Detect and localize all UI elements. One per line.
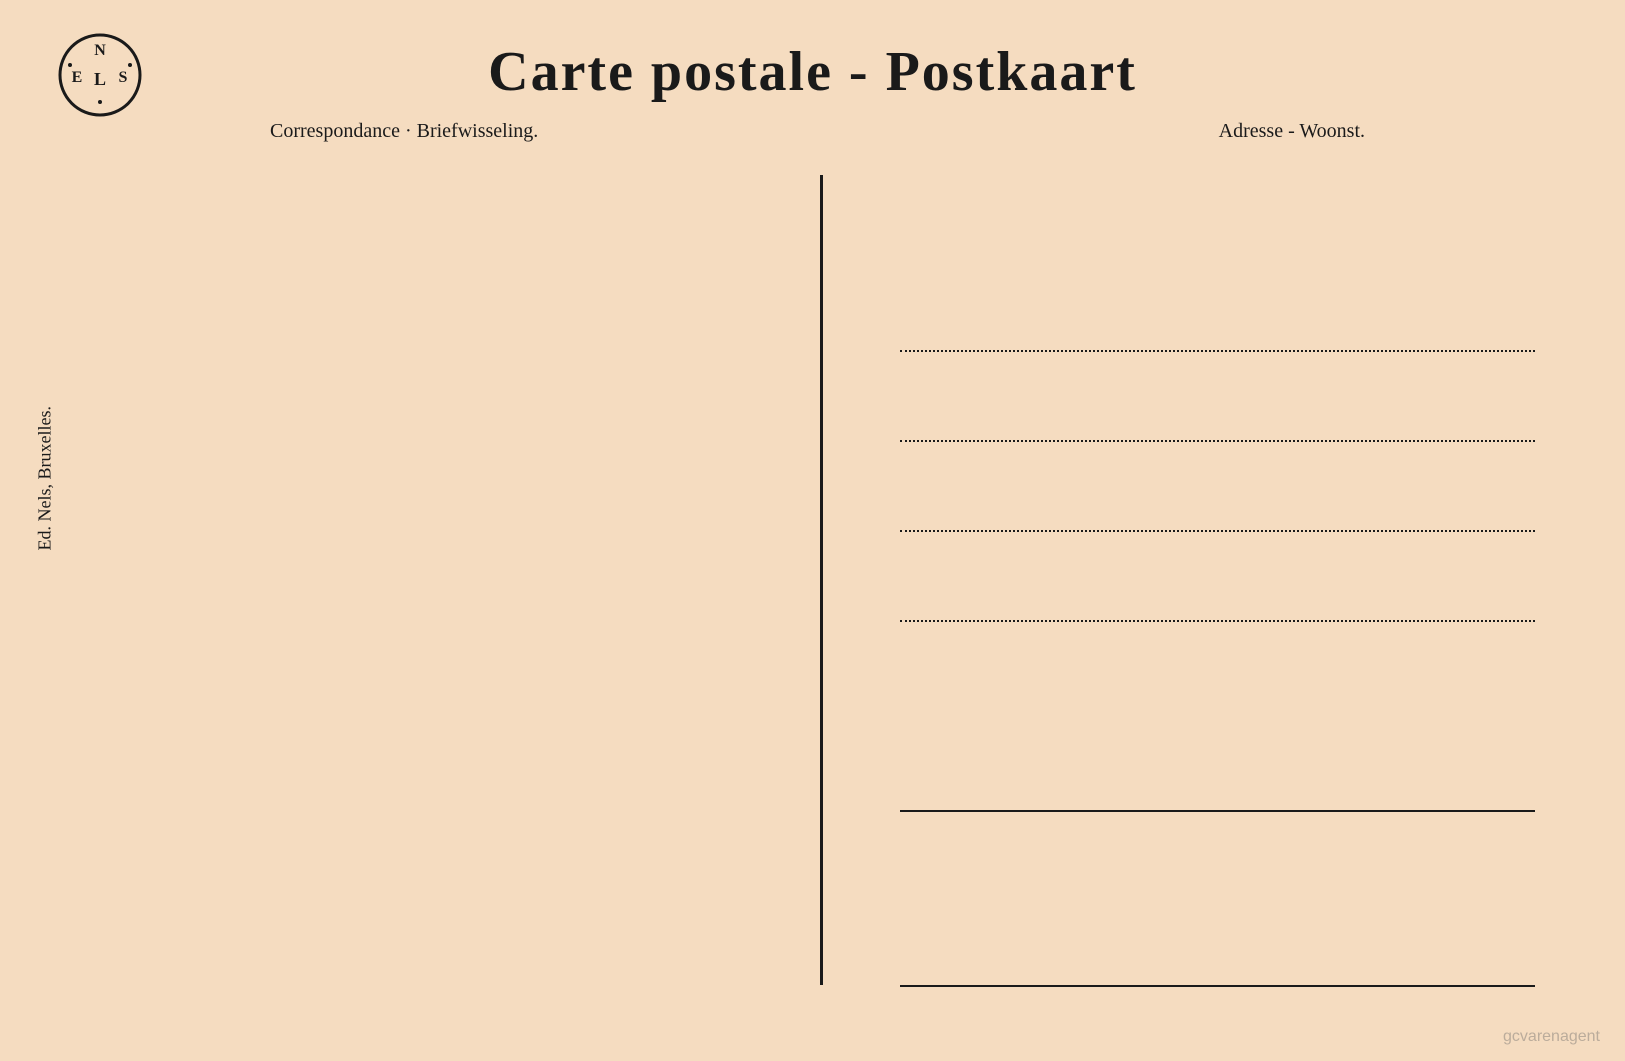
solid-line-2 — [900, 985, 1535, 987]
postcard-title: Carte postale - Postkaart — [488, 40, 1137, 104]
vertical-divider — [820, 175, 823, 985]
watermark-text: gcvarenagent — [1503, 1028, 1600, 1046]
address-line-2 — [900, 440, 1535, 442]
correspondence-label: Correspondance · Briefwisseling. — [270, 120, 538, 143]
nels-logo: N E S L — [55, 30, 145, 125]
svg-text:E: E — [72, 69, 83, 86]
address-label: Adresse - Woonst. — [1219, 120, 1365, 143]
address-dotted-lines — [900, 350, 1535, 710]
svg-text:S: S — [119, 69, 128, 86]
address-line-1 — [900, 350, 1535, 352]
publisher-text: Ed. Nels, Bruxelles. — [35, 406, 56, 550]
svg-text:L: L — [94, 69, 106, 89]
address-line-3 — [900, 530, 1535, 532]
svg-text:N: N — [94, 42, 106, 59]
address-line-4 — [900, 620, 1535, 622]
solid-line-1 — [900, 810, 1535, 812]
